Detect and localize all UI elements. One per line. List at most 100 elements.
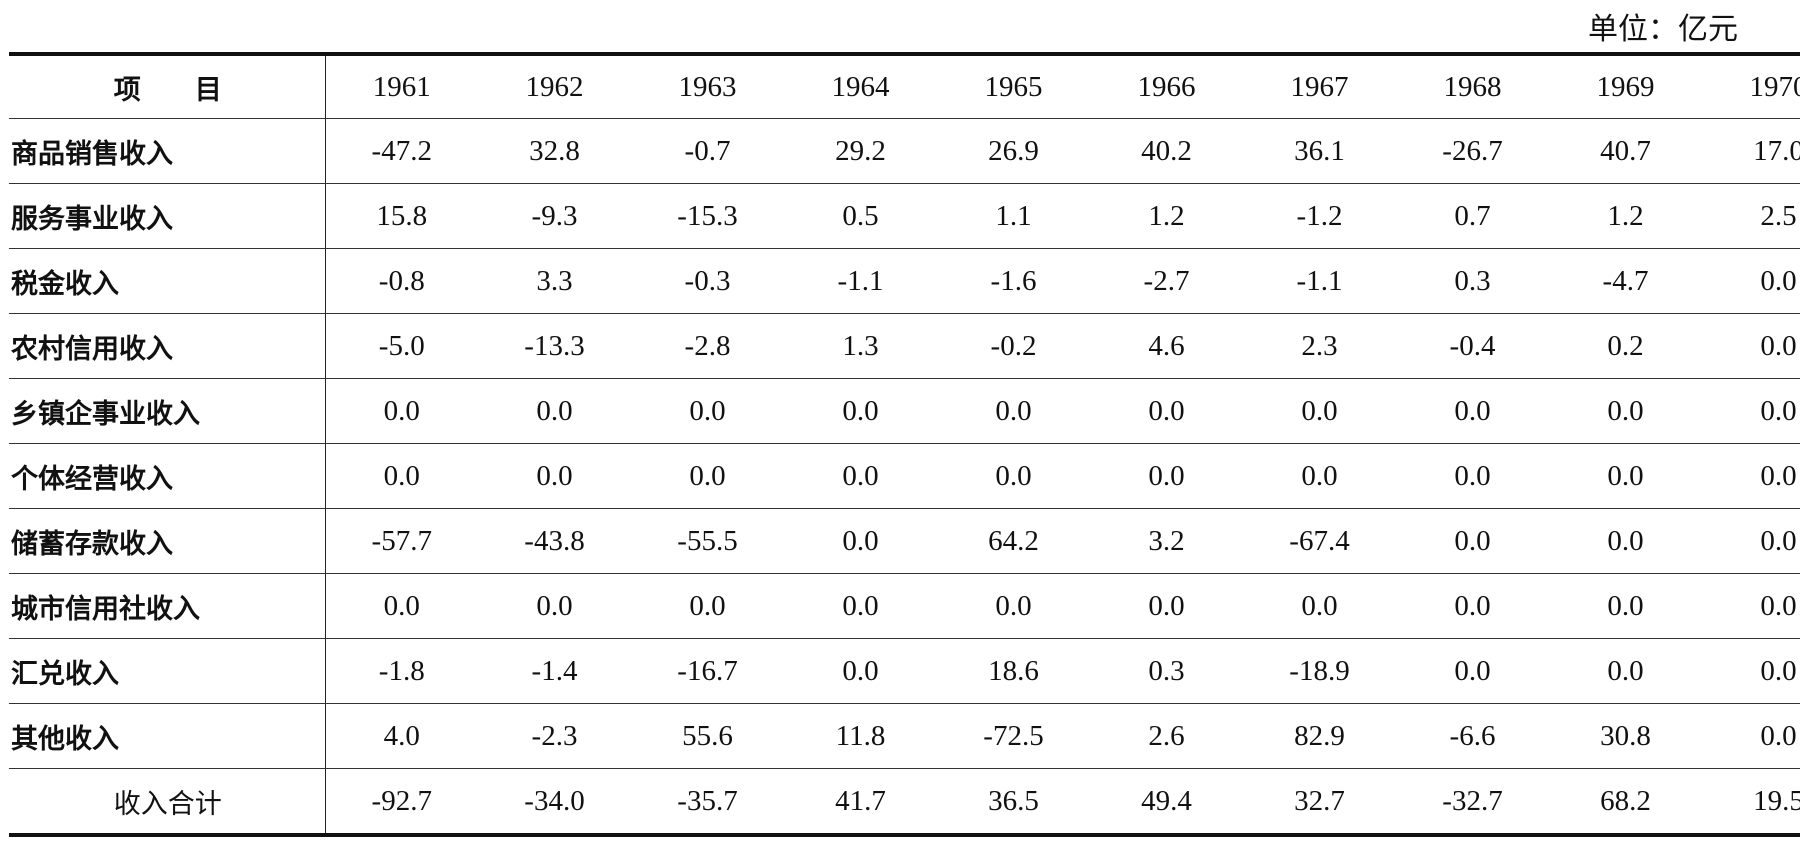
row-label: 服务事业收入 xyxy=(9,183,326,249)
value-cell: 0.0 xyxy=(1396,638,1549,704)
value-cell: 36.5 xyxy=(937,768,1090,837)
table-row: 收入合计 -92.7 -34.0 -35.7 41.7 36.5 49.4 32.7 -32.7… xyxy=(9,768,1800,837)
value-cell: 0.0 xyxy=(784,508,937,574)
value-cell: 0.0 xyxy=(784,378,937,444)
value-cell: 1.1 xyxy=(937,183,1090,249)
value-cell: -0.8 xyxy=(325,248,478,314)
row-label: 税金收入 xyxy=(9,248,326,314)
row-label: 其他收入 xyxy=(9,703,326,769)
value-cell: 0.0 xyxy=(631,378,784,444)
value-cell: 0.0 xyxy=(1243,443,1396,509)
value-cell: 0.0 xyxy=(1243,378,1396,444)
value-cell: 68.2 xyxy=(1549,768,1702,837)
value-cell: 0.0 xyxy=(1090,378,1243,444)
value-cell: 0.0 xyxy=(1702,378,1800,444)
value-cell: -4.7 xyxy=(1549,248,1702,314)
value-cell: -32.7 xyxy=(1396,768,1549,837)
value-cell: -92.7 xyxy=(325,768,478,837)
value-cell: -0.2 xyxy=(937,313,1090,379)
row-label: 收入合计 xyxy=(9,768,326,837)
value-cell: 0.0 xyxy=(325,443,478,509)
value-cell: -0.3 xyxy=(631,248,784,314)
row-label: 汇兑收入 xyxy=(9,638,326,704)
value-cell: -0.4 xyxy=(1396,313,1549,379)
value-cell: -2.8 xyxy=(631,313,784,379)
table-row: 税金收入 -0.8 3.3 -0.3 -1.1 -1.6 -2.7 -1.1 0.3 -4.7 0.… xyxy=(9,248,1800,314)
value-cell: 40.2 xyxy=(1090,118,1243,184)
value-cell: 29.2 xyxy=(784,118,937,184)
value-cell: 0.0 xyxy=(1549,378,1702,444)
value-cell: 0.0 xyxy=(1396,573,1549,639)
value-cell: -13.3 xyxy=(478,313,631,379)
value-cell: -0.7 xyxy=(631,118,784,184)
header-cell: 1964 xyxy=(784,52,937,119)
value-cell: 0.0 xyxy=(1702,703,1800,769)
value-cell: 0.0 xyxy=(784,573,937,639)
value-cell: 0.0 xyxy=(1090,573,1243,639)
value-cell: 0.0 xyxy=(1396,508,1549,574)
table-header: 项 目 1961 1962 1963 1964 1965 1966 1967 1968 1969 1… xyxy=(9,52,1800,119)
value-cell: 0.0 xyxy=(478,443,631,509)
value-cell: 1.3 xyxy=(784,313,937,379)
value-cell: -6.6 xyxy=(1396,703,1549,769)
table-row: 个体经营收入 0.0 0.0 0.0 0.0 0.0 0.0 0.0 0.0 0.0 0.0 xyxy=(9,443,1800,509)
value-cell: -15.3 xyxy=(631,183,784,249)
value-cell: 0.0 xyxy=(937,573,1090,639)
value-cell: -47.2 xyxy=(325,118,478,184)
value-cell: -57.7 xyxy=(325,508,478,574)
value-cell: 17.0 xyxy=(1702,118,1800,184)
value-cell: 82.9 xyxy=(1243,703,1396,769)
value-cell: 0.7 xyxy=(1396,183,1549,249)
value-cell: 0.0 xyxy=(1549,508,1702,574)
value-cell: -43.8 xyxy=(478,508,631,574)
value-cell: -18.9 xyxy=(1243,638,1396,704)
table-row: 储蓄存款收入 -57.7 -43.8 -55.5 0.0 64.2 3.2 -67.4 0.0 0… xyxy=(9,508,1800,574)
table-row: 农村信用收入 -5.0 -13.3 -2.8 1.3 -0.2 4.6 2.3 -0.4 0.2 0… xyxy=(9,313,1800,379)
header-cell: 1970 xyxy=(1702,52,1800,119)
row-label: 储蓄存款收入 xyxy=(9,508,326,574)
value-cell: 0.3 xyxy=(1396,248,1549,314)
value-cell: 0.3 xyxy=(1090,638,1243,704)
value-cell: 2.5 xyxy=(1702,183,1800,249)
value-cell: 0.0 xyxy=(1702,248,1800,314)
value-cell: 0.0 xyxy=(631,573,784,639)
row-label: 城市信用社收入 xyxy=(9,573,326,639)
value-cell: 2.6 xyxy=(1090,703,1243,769)
value-cell: 4.6 xyxy=(1090,313,1243,379)
value-cell: -67.4 xyxy=(1243,508,1396,574)
value-cell: -1.4 xyxy=(478,638,631,704)
value-cell: 19.5 xyxy=(1702,768,1800,837)
value-cell: 1.2 xyxy=(1549,183,1702,249)
header-cell: 1968 xyxy=(1396,52,1549,119)
value-cell: 0.0 xyxy=(478,378,631,444)
header-row: 项 目 1961 1962 1963 1964 1965 1966 1967 1968 1969 1… xyxy=(9,52,1800,119)
header-cell: 1967 xyxy=(1243,52,1396,119)
value-cell: 3.2 xyxy=(1090,508,1243,574)
value-cell: 0.5 xyxy=(784,183,937,249)
unit-label: 单位：亿元 xyxy=(1588,13,1738,46)
value-cell: 0.2 xyxy=(1549,313,1702,379)
value-cell: 0.0 xyxy=(478,573,631,639)
value-cell: 0.0 xyxy=(937,443,1090,509)
header-cell: 1965 xyxy=(937,52,1090,119)
value-cell: 0.0 xyxy=(1702,638,1800,704)
data-table: 项 目 1961 1962 1963 1964 1965 1966 1967 1968 1969 1… xyxy=(9,52,1800,837)
value-cell: 0.0 xyxy=(1396,443,1549,509)
value-cell: -26.7 xyxy=(1396,118,1549,184)
value-cell: 1.2 xyxy=(1090,183,1243,249)
value-cell: 0.0 xyxy=(1549,573,1702,639)
value-cell: 0.0 xyxy=(1702,508,1800,574)
value-cell: 55.6 xyxy=(631,703,784,769)
value-cell: 15.8 xyxy=(325,183,478,249)
value-cell: 49.4 xyxy=(1090,768,1243,837)
value-cell: 0.0 xyxy=(1090,443,1243,509)
value-cell: 0.0 xyxy=(1702,443,1800,509)
value-cell: 0.0 xyxy=(1243,573,1396,639)
value-cell: 0.0 xyxy=(325,378,478,444)
value-cell: -1.2 xyxy=(1243,183,1396,249)
value-cell: 0.0 xyxy=(784,638,937,704)
header-cell: 1969 xyxy=(1549,52,1702,119)
header-cell: 1966 xyxy=(1090,52,1243,119)
value-cell: 0.0 xyxy=(1702,313,1800,379)
value-cell: 4.0 xyxy=(325,703,478,769)
